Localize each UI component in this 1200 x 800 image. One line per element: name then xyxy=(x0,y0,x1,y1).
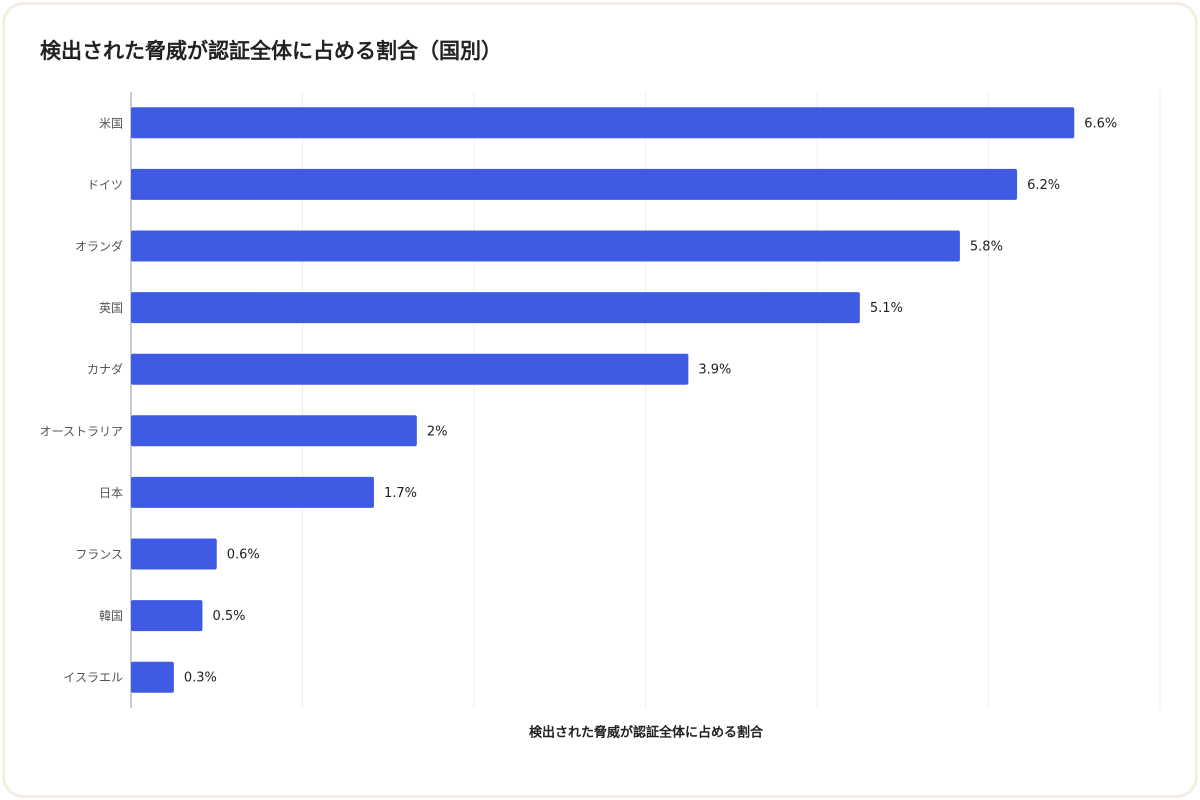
bar xyxy=(131,107,1075,139)
value-label: 3.9% xyxy=(698,363,731,378)
y-tick-label: オーストラリア xyxy=(40,424,123,438)
bar xyxy=(131,230,960,262)
bar xyxy=(131,353,689,385)
value-label: 0.3% xyxy=(184,671,217,686)
x-axis-label: 検出された脅威が認証全体に占める割合 xyxy=(529,725,764,741)
y-tick-label: ドイツ xyxy=(87,178,123,192)
y-tick-label: オランダ xyxy=(75,239,123,254)
bar xyxy=(131,600,203,632)
bar xyxy=(131,292,860,324)
value-label: 0.5% xyxy=(212,609,245,624)
y-tick-label: 米国 xyxy=(99,116,123,130)
value-label: 0.6% xyxy=(227,548,260,563)
chart-title: 検出された脅威が認証全体に占める割合（国別） xyxy=(40,39,502,63)
value-label: 1.7% xyxy=(384,486,417,501)
bar xyxy=(131,476,374,508)
y-tick-label: カナダ xyxy=(87,362,123,377)
bar xyxy=(131,415,417,447)
value-label: 5.1% xyxy=(870,301,903,316)
value-label: 6.6% xyxy=(1084,116,1117,131)
y-tick-label: 日本 xyxy=(99,486,123,500)
y-tick-label: イスラエル xyxy=(63,671,123,685)
y-tick-label: 英国 xyxy=(99,301,123,315)
bar xyxy=(131,661,174,693)
y-tick-label: フランス xyxy=(75,548,123,562)
value-label: 5.8% xyxy=(970,240,1003,255)
bar xyxy=(131,538,217,570)
y-tick-label: 韓国 xyxy=(99,609,123,623)
bar xyxy=(131,168,1018,200)
value-label: 2% xyxy=(427,424,448,439)
value-label: 6.2% xyxy=(1027,178,1060,193)
